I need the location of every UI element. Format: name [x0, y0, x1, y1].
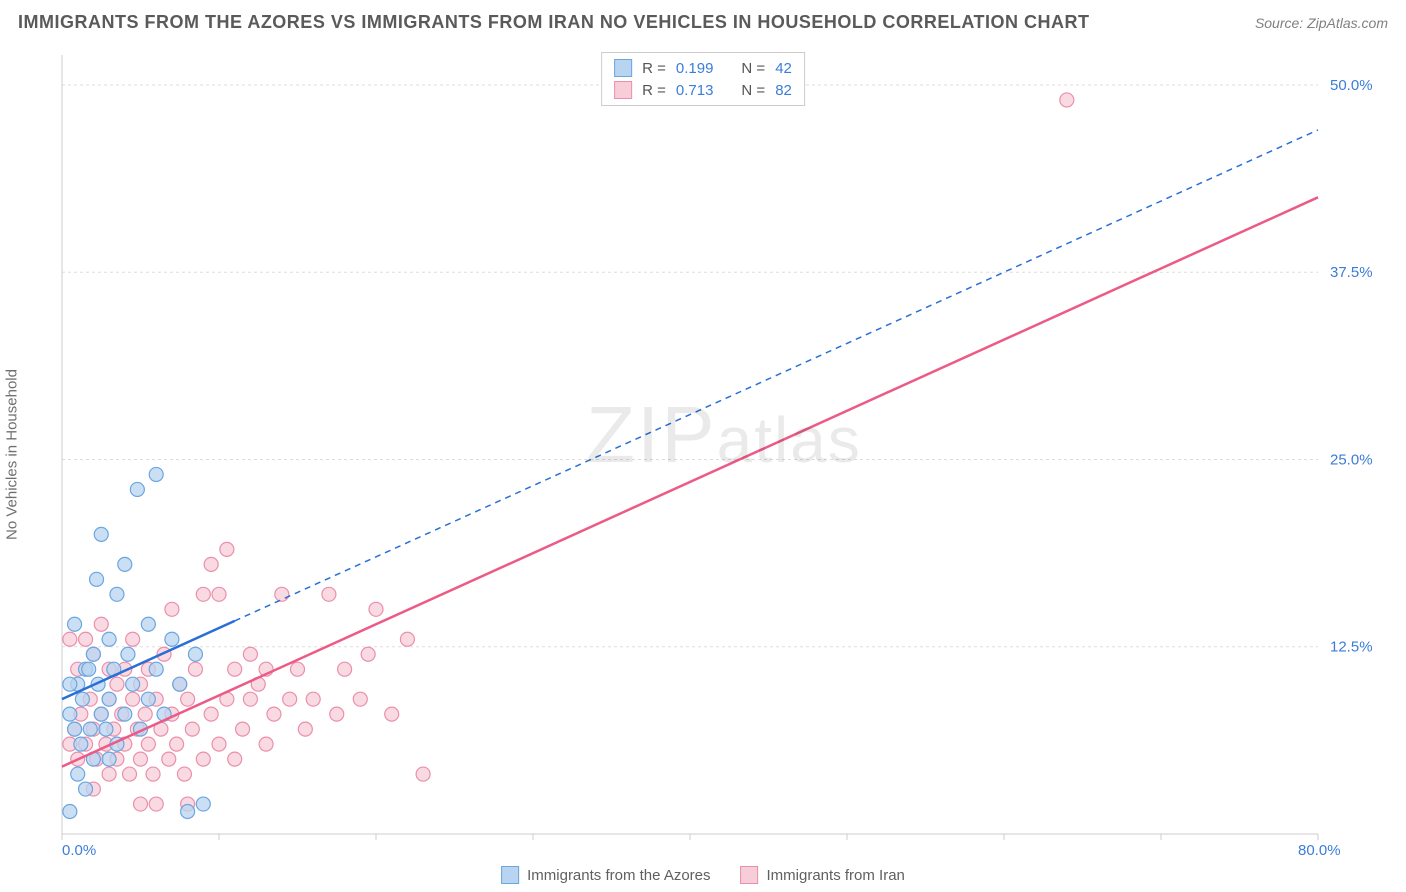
swatch-azores-icon	[501, 866, 519, 884]
legend-label-iran: Immigrants from Iran	[767, 867, 905, 884]
svg-text:50.0%: 50.0%	[1330, 77, 1373, 94]
svg-text:37.5%: 37.5%	[1330, 264, 1373, 281]
x-axis-min-label: 0.0%	[62, 842, 96, 859]
swatch-iran-icon	[741, 866, 759, 884]
swatch-azores	[614, 59, 632, 77]
series-legend: Immigrants from the Azores Immigrants fr…	[501, 866, 905, 884]
legend-row-iran: R = 0.713 N = 82	[614, 79, 792, 101]
chart-source: Source: ZipAtlas.com	[1255, 15, 1388, 31]
swatch-iran	[614, 81, 632, 99]
legend-item-azores: Immigrants from the Azores	[501, 866, 710, 884]
y-axis-label: No Vehicles in Household	[4, 369, 21, 540]
legend-item-iran: Immigrants from Iran	[741, 866, 905, 884]
correlation-legend: R = 0.199 N = 42 R = 0.713 N = 82	[601, 52, 805, 106]
svg-text:12.5%: 12.5%	[1330, 639, 1373, 656]
scatter-chart-svg: 12.5% 25.0% 37.5% 50.0%	[60, 50, 1388, 852]
svg-text:25.0%: 25.0%	[1330, 451, 1373, 468]
legend-row-azores: R = 0.199 N = 42	[614, 57, 792, 79]
chart-title: IMMIGRANTS FROM THE AZORES VS IMMIGRANTS…	[18, 12, 1090, 33]
chart-header: IMMIGRANTS FROM THE AZORES VS IMMIGRANTS…	[0, 0, 1406, 41]
legend-label-azores: Immigrants from the Azores	[527, 867, 710, 884]
x-axis-max-label: 80.0%	[1298, 842, 1341, 859]
chart-plot-area: 12.5%25.0%37.5%50.0% ZIPatlas	[60, 50, 1388, 852]
